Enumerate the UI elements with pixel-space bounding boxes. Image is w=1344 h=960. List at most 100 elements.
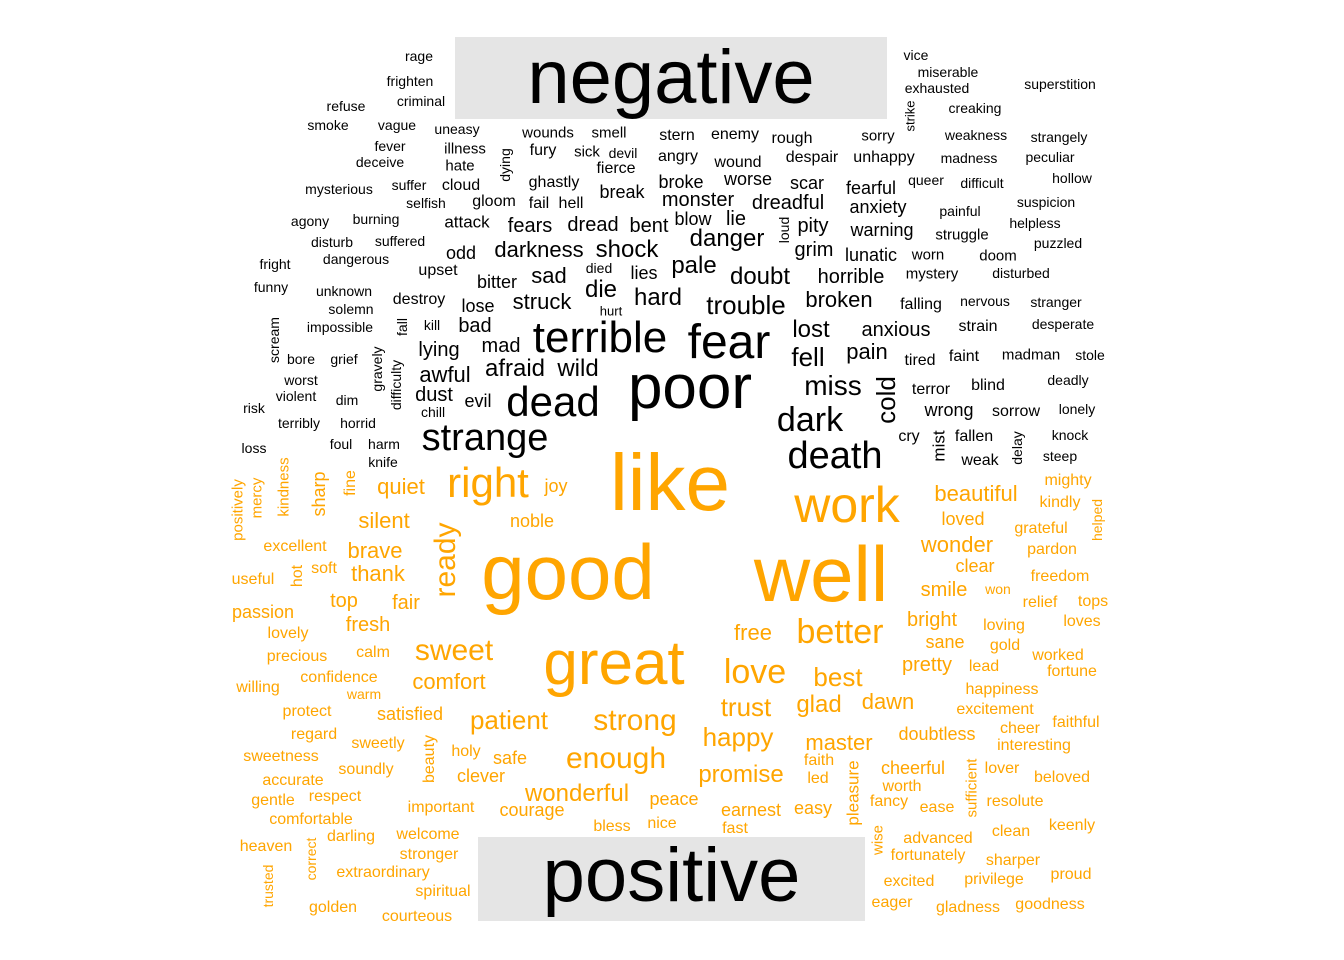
word-nice: nice — [647, 815, 677, 832]
word-painful: painful — [939, 203, 981, 219]
word-sweet: sweet — [414, 634, 494, 667]
word-vice: vice — [903, 47, 929, 63]
word-protect: protect — [282, 703, 332, 720]
word-pity: pity — [797, 215, 829, 237]
word-cold: cold — [871, 376, 901, 424]
word-creaking: creaking — [948, 100, 1002, 116]
word-difficulty: difficulty — [388, 359, 404, 411]
word-delay: delay — [1009, 431, 1025, 465]
word-pleasure: pleasure — [843, 760, 863, 826]
word-fortunately: fortunately — [890, 847, 966, 864]
word-struck: struck — [512, 289, 572, 314]
word-freedom: freedom — [1030, 568, 1090, 585]
word-correct: correct — [303, 837, 319, 881]
word-fast: fast — [722, 820, 748, 837]
word-suffered: suffered — [374, 233, 426, 249]
word-peculiar: peculiar — [1025, 149, 1075, 165]
word-fierce: fierce — [596, 160, 636, 177]
word-holy: holy — [451, 743, 481, 760]
word-lying: lying — [418, 339, 460, 361]
word-extraordinary: extraordinary — [336, 864, 430, 881]
word-doom: doom — [979, 247, 1017, 265]
word-chill: chill — [420, 404, 446, 420]
word-lies: lies — [630, 263, 658, 283]
word-broke: broke — [658, 172, 704, 192]
word-passion: passion — [231, 602, 295, 622]
word-sorry: sorry — [861, 127, 895, 145]
word-comfortable: comfortable — [269, 811, 353, 828]
word-frighten: frighten — [386, 73, 434, 89]
word-doubt: doubt — [729, 263, 791, 290]
word-confidence: confidence — [300, 669, 378, 686]
word-dead: dead — [506, 378, 600, 425]
word-interesting: interesting — [997, 737, 1071, 754]
word-worse: worse — [723, 169, 773, 189]
word-comfort: comfort — [412, 669, 486, 694]
word-superstition: superstition — [1024, 76, 1096, 92]
word-tops: tops — [1077, 593, 1109, 610]
word-fears: fears — [507, 215, 553, 237]
word-danger: danger — [689, 225, 765, 252]
word-master: master — [805, 730, 873, 755]
word-sharper: sharper — [985, 852, 1041, 869]
word-sweetly: sweetly — [351, 735, 405, 752]
word-uneasy: uneasy — [434, 121, 480, 137]
word-peace: peace — [649, 789, 699, 809]
word-trust: trust — [720, 692, 772, 722]
word-well: well — [753, 530, 889, 618]
word-violent: violent — [275, 388, 317, 404]
word-safe: safe — [492, 748, 528, 768]
word-puzzled: puzzled — [1033, 235, 1083, 251]
word-deceive: deceive — [355, 154, 405, 170]
word-faith: faith — [803, 752, 835, 769]
word-awful: awful — [419, 362, 471, 387]
word-miss: miss — [804, 370, 862, 401]
word-attack: attack — [444, 212, 490, 232]
word-bad: bad — [458, 315, 492, 337]
word-love: love — [723, 653, 787, 691]
word-wonder: wonder — [920, 532, 994, 557]
word-desperate: desperate — [1031, 316, 1095, 332]
word-joy: joy — [544, 476, 568, 496]
word-beloved: beloved — [1033, 769, 1091, 786]
word-strangely: strangely — [1030, 129, 1088, 145]
word-pain: pain — [846, 339, 888, 364]
word-glad: glad — [796, 691, 842, 718]
word-bless: bless — [593, 818, 631, 835]
word-bore: bore — [286, 351, 316, 367]
word-like: like — [609, 438, 731, 527]
word-soundly: soundly — [338, 761, 394, 778]
positive-label-box: positive — [478, 837, 865, 921]
word-happy: happy — [702, 722, 774, 752]
word-best: best — [813, 662, 863, 692]
word-dread: dread — [567, 214, 619, 236]
word-eager: eager — [871, 894, 913, 911]
word-fine: fine — [342, 470, 359, 496]
word-sweetness: sweetness — [243, 748, 319, 765]
word-privilege: privilege — [964, 871, 1024, 888]
word-proud: proud — [1050, 866, 1092, 883]
word-vague: vague — [377, 117, 417, 133]
word-hell: hell — [558, 195, 584, 212]
word-noble: noble — [509, 511, 555, 531]
word-soft: soft — [311, 560, 337, 577]
word-sick: sick — [574, 143, 600, 161]
word-respect: respect — [308, 788, 362, 805]
word-clean: clean — [991, 823, 1031, 840]
word-selfish: selfish — [406, 195, 446, 211]
word-cloud: cloud — [441, 177, 481, 194]
word-goodness: goodness — [1015, 896, 1085, 913]
word-kindness: kindness — [275, 457, 293, 517]
word-courage: courage — [499, 800, 565, 820]
word-sad: sad — [531, 263, 567, 288]
word-quiet: quiet — [377, 474, 425, 499]
word-cheerful: cheerful — [880, 758, 946, 778]
word-warning: warning — [850, 220, 914, 240]
word-worth: worth — [882, 778, 922, 795]
word-death: death — [787, 435, 883, 477]
word-grief: grief — [330, 351, 358, 367]
word-lost: lost — [792, 316, 830, 343]
word-fail: fail — [528, 195, 550, 212]
negative-label: negative — [527, 35, 815, 120]
word-difficult: difficult — [960, 175, 1004, 191]
